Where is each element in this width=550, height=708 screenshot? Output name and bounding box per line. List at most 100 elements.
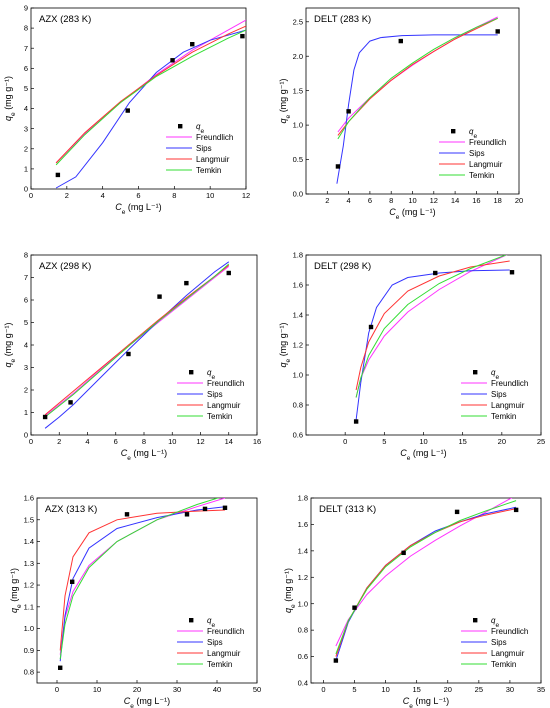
- x-tick-label: 2: [325, 196, 329, 205]
- y-tick-label: 1.0: [298, 599, 308, 608]
- y-tick-label: 0.8: [298, 626, 308, 635]
- fit-curve-temkin: [337, 17, 498, 140]
- fit-curve-freundlich: [59, 498, 226, 655]
- x-tick-label: 18: [494, 196, 502, 205]
- legend-marker: [189, 618, 194, 623]
- legend-label: Freundlich: [196, 133, 233, 142]
- y-tick-label: 1.3: [24, 559, 34, 568]
- x-tick-label: 5: [352, 685, 356, 694]
- data-point: [58, 665, 63, 670]
- legend-label: Freundlich: [207, 379, 244, 388]
- legend-label: Freundlich: [469, 138, 506, 147]
- x-tick-label: 8: [389, 196, 393, 205]
- y-tick-label: 1.0: [293, 371, 303, 380]
- x-tick-label: 10: [206, 191, 214, 200]
- y-tick-label: 0.8: [24, 668, 34, 677]
- data-point: [184, 512, 190, 517]
- x-tick-label: 40: [213, 685, 221, 694]
- data-point: [125, 108, 130, 113]
- fit-curve-sips: [355, 269, 510, 421]
- legend-label: Freundlich: [491, 379, 528, 388]
- x-tick-label: 12: [196, 437, 204, 446]
- y-tick-label: 0.4: [298, 679, 308, 688]
- legend-label: Langmuir: [491, 649, 525, 658]
- legend-marker: [473, 618, 478, 623]
- data-point: [70, 579, 75, 584]
- x-axis-label: Ce (mg L⁻¹): [121, 448, 167, 462]
- y-tick-label: 8: [24, 251, 28, 260]
- y-tick-label: 1.1: [24, 602, 34, 611]
- y-tick-label: 6: [24, 64, 28, 73]
- legend-label: Sips: [469, 149, 485, 158]
- fit-curve-sips: [55, 29, 246, 189]
- y-tick-label: 1.2: [24, 581, 34, 590]
- legend-label: Temkin: [469, 171, 494, 180]
- y-tick-label: 8: [24, 24, 28, 33]
- x-tick-label: 50: [253, 685, 261, 694]
- x-tick-label: 16: [253, 437, 261, 446]
- y-tick-label: 2.5: [293, 17, 303, 26]
- chart-panel-5: 0 10 20 30 40 50 0.8 0.9 1.0 1.1 1.2 1.3 1.4 1.5 1.6 AZ…: [9, 494, 261, 708]
- y-tick-label: 0.5: [293, 155, 303, 164]
- y-tick-label: 9: [24, 4, 28, 13]
- x-axis-label: Ce (mg L⁻¹): [389, 207, 435, 221]
- x-tick-label: 20: [444, 685, 452, 694]
- x-tick-label: 10: [168, 437, 176, 446]
- plot-frame: [310, 497, 542, 684]
- data-point: [433, 270, 438, 276]
- y-tick-label: 0.6: [298, 652, 308, 661]
- x-tick-label: 25: [475, 685, 483, 694]
- x-axis-label: Ce (mg L⁻¹): [403, 696, 449, 708]
- y-tick-label: 4: [24, 341, 28, 350]
- data-point: [42, 414, 48, 420]
- x-tick-label: 0: [343, 437, 347, 446]
- x-tick-label: 2: [65, 191, 69, 200]
- fit-curve-sips: [59, 506, 226, 662]
- data-point: [454, 509, 460, 515]
- y-tick-label: 2: [24, 386, 28, 395]
- x-tick-label: 8: [142, 437, 146, 446]
- legend-label: Sips: [207, 390, 223, 399]
- y-tick-label: 2: [24, 144, 28, 153]
- data-point: [346, 109, 351, 114]
- legend-marker: [178, 124, 183, 129]
- data-point: [157, 294, 162, 299]
- legend-label: qe: [207, 368, 215, 381]
- data-point: [368, 324, 374, 330]
- y-tick-label: 0: [24, 431, 28, 440]
- y-tick-label: 1.0: [293, 121, 303, 130]
- fit-curve-temkin: [59, 498, 220, 660]
- y-tick-label: 0.0: [293, 190, 303, 199]
- y-tick-label: 1.5: [24, 515, 34, 524]
- x-tick-label: 10: [419, 437, 427, 446]
- y-axis-label: qe (mg g⁻¹): [3, 76, 17, 121]
- chart-panel-6: 0 5 10 15 20 25 30 35 0.4 0.6 0.8 1.0 1.2 1.4 1.6 1.8 DE…: [283, 494, 545, 708]
- legend-label: Temkin: [196, 166, 221, 175]
- x-tick-label: 6: [136, 191, 140, 200]
- y-tick-label: 1.6: [293, 281, 303, 290]
- x-tick-label: 30: [506, 685, 514, 694]
- panel-title: DELT (283 K): [314, 14, 371, 25]
- y-tick-label: 1.4: [298, 546, 308, 555]
- y-tick-label: 1.5: [293, 86, 303, 95]
- legend-label: Langmuir: [207, 649, 241, 658]
- fit-curve-sips: [335, 506, 517, 661]
- data-point: [126, 351, 131, 357]
- y-tick-label: 5: [24, 84, 28, 93]
- data-point: [124, 512, 130, 517]
- x-tick-label: 20: [133, 685, 141, 694]
- panel-title: AZX (283 K): [39, 14, 91, 25]
- data-point: [352, 605, 357, 610]
- y-axis-label: qe (mg g⁻¹): [283, 568, 297, 613]
- y-tick-label: 1.2: [293, 341, 303, 350]
- x-tick-label: 12: [430, 196, 438, 205]
- y-tick-label: 1.2: [298, 573, 308, 582]
- x-tick-label: 16: [472, 196, 480, 205]
- legend-label: Langmuir: [196, 155, 230, 164]
- x-tick-label: 25: [537, 437, 545, 446]
